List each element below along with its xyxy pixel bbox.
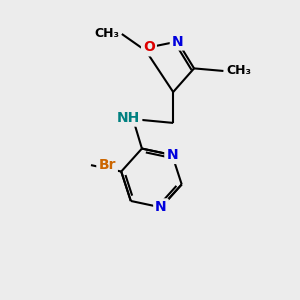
Text: N: N [166, 148, 178, 162]
Text: O: O [143, 40, 155, 54]
Text: Br: Br [98, 158, 116, 172]
Text: NH: NH [117, 111, 140, 125]
Text: N: N [172, 34, 183, 49]
Text: N: N [155, 200, 167, 214]
Text: CH₃: CH₃ [94, 28, 119, 40]
Text: CH₃: CH₃ [226, 64, 251, 77]
